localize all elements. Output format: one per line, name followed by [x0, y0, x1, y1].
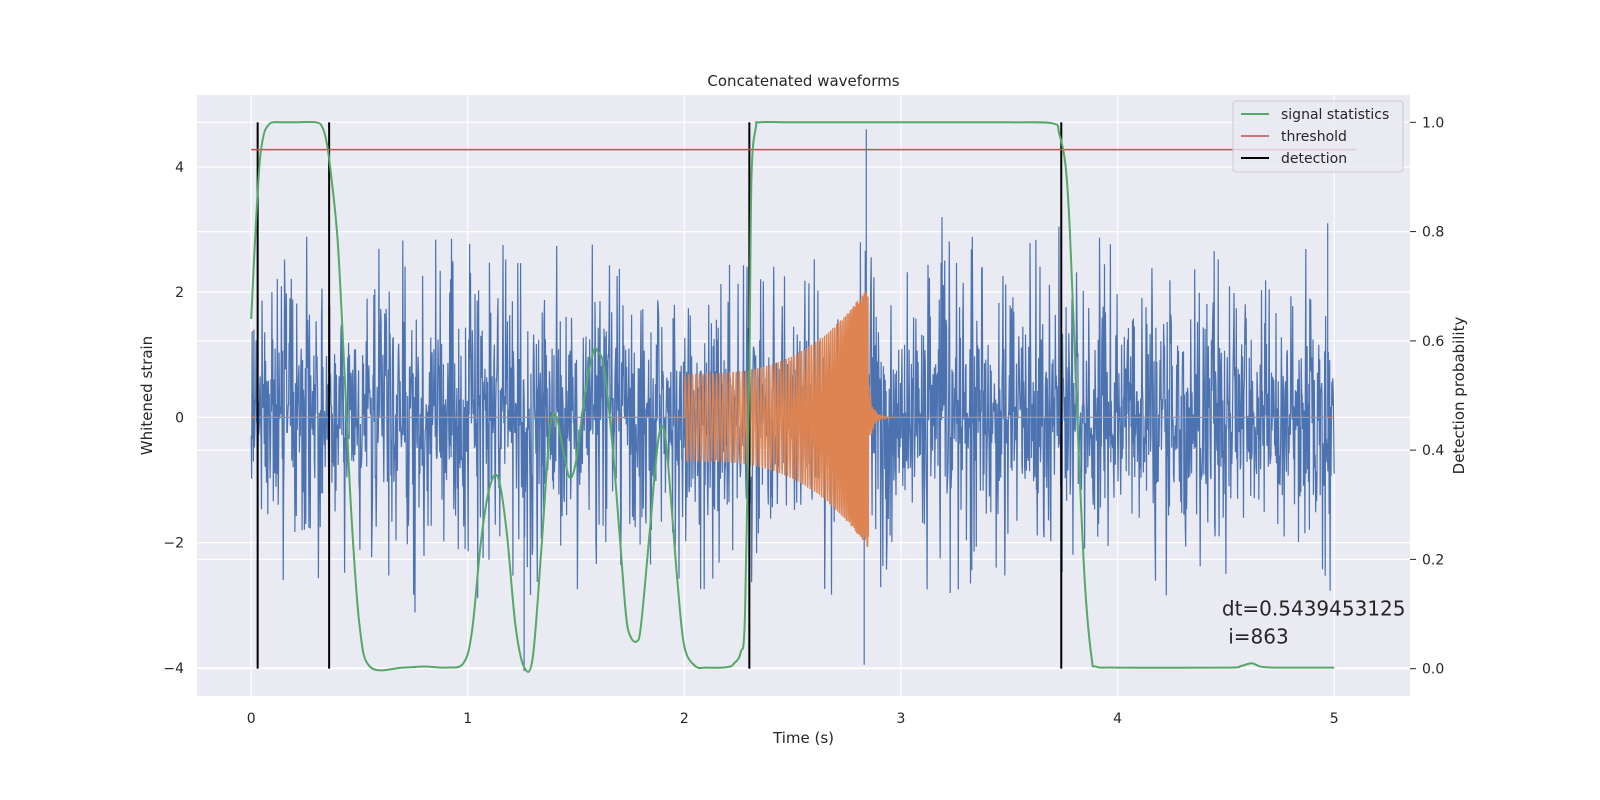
- y-tick-label: −4: [163, 661, 184, 677]
- y2-tick-label: 0.2: [1422, 552, 1444, 568]
- legend: signal statistics threshold detection: [1232, 100, 1404, 173]
- legend-label-signal-statistics: signal statistics: [1281, 107, 1389, 123]
- x-axis-label: Time (s): [772, 729, 834, 747]
- injection-series-line: [251, 290, 1335, 547]
- y2-axis-ticks: 0.0 0.2 0.4 0.6 0.8 1.0: [1410, 115, 1444, 678]
- x-tick-label: 4: [1113, 711, 1122, 727]
- x-tick-label: 3: [897, 711, 906, 727]
- signal-statistics-series-line: [250, 120, 1335, 673]
- y2-tick-label: 0.8: [1422, 225, 1444, 241]
- y-tick-label: 2: [175, 285, 184, 301]
- legend-label-detection: detection: [1281, 151, 1347, 167]
- legend-box: [1232, 100, 1404, 173]
- y2-tick-label: 1.0: [1422, 115, 1444, 131]
- x-tick-label: 2: [680, 711, 689, 727]
- chart-title: Concatenated waveforms: [707, 72, 899, 90]
- annotation-dt: dt=0.5439453125: [1222, 597, 1406, 621]
- y2-axis-label: Detection probability: [1450, 317, 1468, 475]
- y2-tick-label: 0.0: [1422, 662, 1444, 678]
- y2-tick-label: 0.4: [1422, 443, 1444, 459]
- x-tick-label: 1: [463, 711, 472, 727]
- y-axis-ticks: −4 −2 0 2 4: [163, 160, 184, 677]
- y-tick-label: 4: [175, 160, 184, 176]
- legend-label-threshold: threshold: [1281, 129, 1347, 145]
- y-tick-label: 0: [175, 410, 184, 426]
- annotation-index: i=863: [1222, 625, 1289, 649]
- y2-tick-label: 0.6: [1422, 334, 1444, 350]
- x-axis-ticks: 0 1 2 3 4 5: [247, 711, 1339, 727]
- x-tick-label: 0: [247, 711, 256, 727]
- y-tick-label: −2: [163, 536, 184, 552]
- y-axis-label: Whitened strain: [138, 336, 156, 455]
- x-tick-label: 5: [1330, 711, 1339, 727]
